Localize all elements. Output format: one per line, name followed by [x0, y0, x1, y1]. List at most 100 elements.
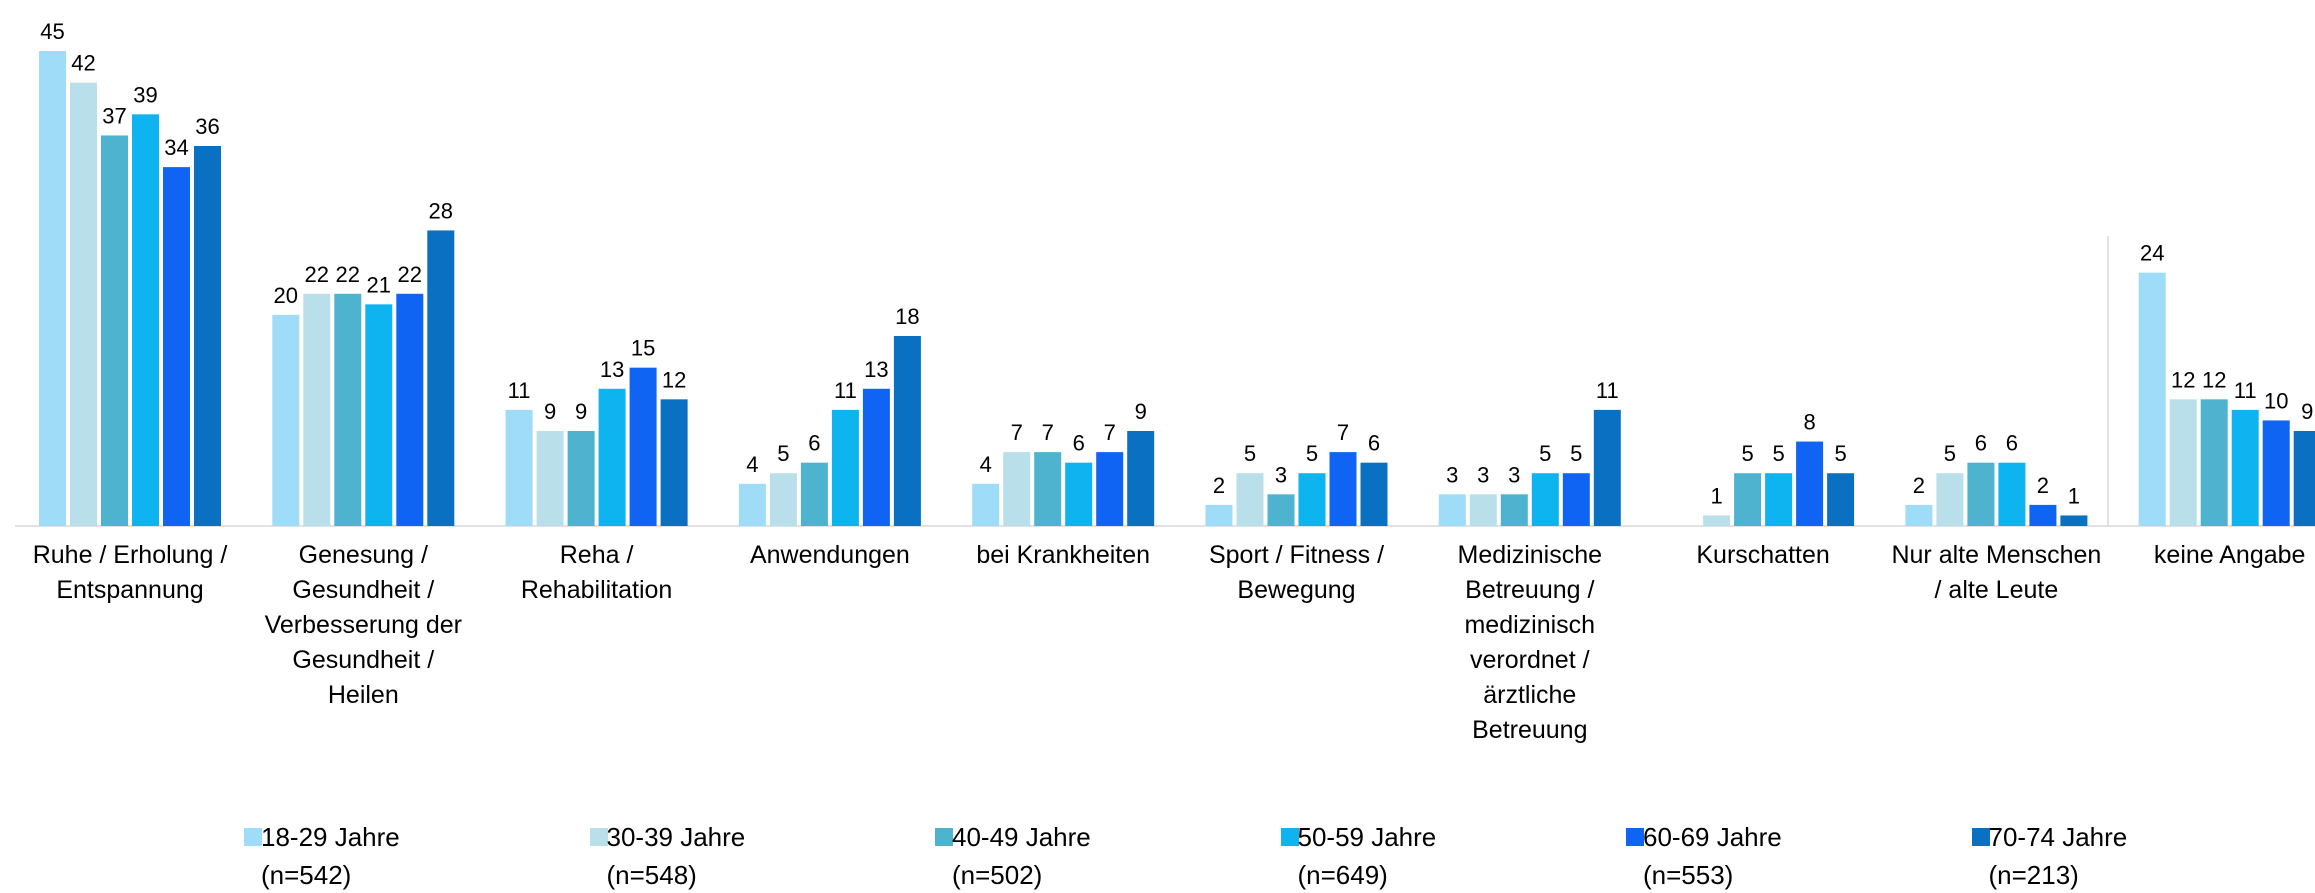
legend-label: 70-74 Jahre (n=213)	[1988, 822, 2128, 890]
data-label: 3	[1477, 462, 1489, 487]
data-label: 24	[2140, 241, 2164, 266]
bar	[2029, 504, 2057, 526]
bar	[101, 135, 128, 526]
data-label: 2	[2037, 473, 2049, 498]
data-label: 45	[40, 19, 64, 44]
legend-swatch	[1626, 828, 1644, 846]
bar	[194, 146, 221, 526]
data-label: 1	[1710, 483, 1722, 508]
legend-swatch	[244, 828, 262, 846]
data-label: 6	[2006, 431, 2018, 456]
bar	[2169, 399, 2197, 526]
bar	[831, 409, 859, 526]
data-label: 39	[133, 82, 157, 107]
bar	[2262, 420, 2290, 526]
data-label: 42	[71, 51, 95, 76]
bar	[769, 473, 797, 526]
data-label: 3	[1275, 462, 1287, 487]
bar	[272, 314, 300, 526]
data-label: 13	[600, 357, 624, 382]
x-tick-label: Reha / Rehabilitation	[520, 541, 673, 604]
data-label: 6	[1368, 431, 1380, 456]
data-label: 36	[195, 114, 219, 139]
bar	[427, 230, 455, 526]
data-label: 12	[2171, 367, 2195, 392]
data-label: 22	[398, 262, 422, 287]
bar	[893, 336, 921, 526]
data-label: 4	[746, 452, 758, 477]
data-label: 11	[508, 378, 531, 403]
data-label: 6	[1975, 431, 1987, 456]
data-label: 3	[1446, 462, 1458, 487]
data-label: 6	[1073, 431, 1085, 456]
data-label: 6	[808, 431, 820, 456]
bar	[1034, 452, 1062, 526]
bar	[1236, 473, 1264, 526]
data-label: 37	[102, 103, 126, 128]
data-label: 22	[336, 262, 360, 287]
bar	[1127, 431, 1155, 526]
data-label: 9	[544, 399, 556, 424]
bar	[2231, 409, 2259, 526]
data-label: 11	[834, 378, 857, 403]
legend-swatch	[935, 828, 953, 846]
bar	[536, 431, 564, 526]
data-label: 15	[631, 336, 655, 361]
data-label: 5	[777, 441, 789, 466]
data-label: 22	[305, 262, 329, 287]
bar	[1734, 473, 1762, 526]
bar	[738, 483, 766, 526]
bar	[1469, 494, 1497, 526]
data-label: 3	[1508, 462, 1520, 487]
bar	[334, 293, 362, 526]
bar	[1531, 473, 1559, 526]
data-label: 28	[429, 198, 453, 223]
data-label: 11	[2234, 378, 2257, 403]
data-label: 7	[1337, 420, 1349, 445]
bar	[598, 388, 626, 526]
x-tick-label: Sport / Fitness / Bewegung	[1208, 541, 1385, 604]
data-label: 5	[1539, 441, 1551, 466]
bar	[505, 409, 533, 526]
bar	[1827, 473, 1855, 526]
bar	[660, 399, 688, 526]
bar	[567, 431, 595, 526]
x-tick-label: Kurschatten	[1696, 541, 1830, 569]
data-label: 34	[164, 135, 188, 160]
data-label: 5	[1306, 441, 1318, 466]
legend-swatch	[1280, 828, 1299, 846]
x-tick-label: Medizinische Betreuung / medizinisch ver…	[1457, 541, 1603, 744]
legend-label: 40-49 Jahre (n=502)	[952, 822, 1091, 890]
data-label: 5	[1741, 441, 1753, 466]
data-label: 12	[662, 367, 686, 392]
bar	[1593, 409, 1621, 526]
bar	[1905, 504, 1933, 526]
data-label: 5	[1834, 441, 1846, 466]
bar	[862, 388, 890, 526]
x-tick-label: Anwendungen	[749, 541, 910, 569]
data-label: 18	[895, 304, 919, 329]
data-label: 11	[1596, 378, 1619, 403]
legend-label: 18-29 Jahre (n=542)	[261, 822, 400, 890]
bar	[365, 304, 393, 526]
data-label: 13	[864, 357, 888, 382]
x-tick-label: Nur alte Menschen / alte Leute	[1891, 541, 2102, 604]
data-label: 5	[1570, 441, 1582, 466]
data-label: 5	[1772, 441, 1784, 466]
legend-swatch	[1971, 828, 1990, 846]
x-tick-label: Genesung / Gesundheit / Verbesserung der…	[264, 541, 462, 709]
data-label: 9	[2301, 399, 2313, 424]
data-label: 7	[1011, 420, 1023, 445]
bar	[1267, 494, 1295, 526]
data-label: 20	[274, 283, 298, 308]
data-label: 12	[2202, 367, 2226, 392]
data-label: 10	[2264, 388, 2288, 413]
bar	[1936, 473, 1964, 526]
legend-label: 30-39 Jahre (n=548)	[606, 822, 746, 890]
bar	[1329, 452, 1357, 526]
legend-label: 60-69 Jahre (n=553)	[1643, 822, 1782, 890]
bar	[1562, 473, 1590, 526]
bar	[800, 462, 828, 526]
legend-label: 50-59 Jahre (n=649)	[1297, 822, 1437, 890]
